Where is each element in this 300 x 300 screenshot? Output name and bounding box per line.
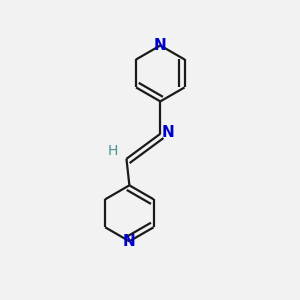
Text: N: N [123,234,136,249]
Text: N: N [154,38,167,53]
Text: N: N [161,125,174,140]
Text: H: H [108,145,119,158]
